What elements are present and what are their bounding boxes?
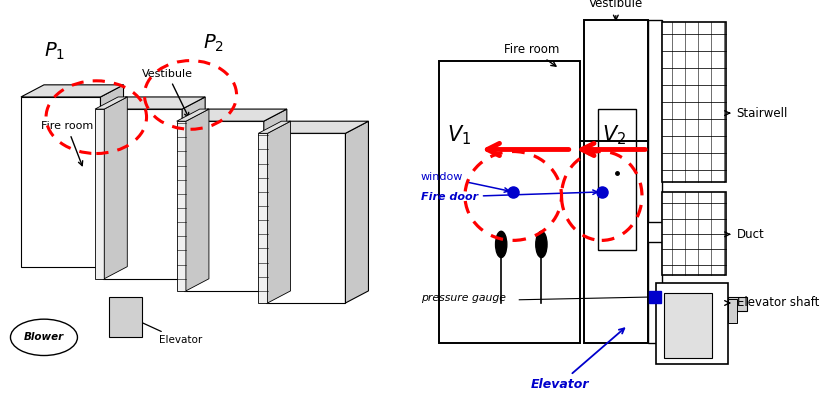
Bar: [656, 283, 728, 364]
Bar: [648, 20, 662, 222]
Polygon shape: [259, 121, 291, 133]
Polygon shape: [259, 133, 268, 303]
Text: $V_1$: $V_1$: [447, 123, 471, 147]
Text: Elevator shaft: Elevator shaft: [725, 297, 819, 309]
Text: $V_2$: $V_2$: [602, 123, 626, 147]
Bar: [584, 20, 648, 343]
Text: Stairwell: Stairwell: [288, 182, 346, 208]
Text: Vestibule: Vestibule: [142, 69, 193, 117]
Bar: [598, 109, 636, 250]
Polygon shape: [21, 85, 123, 97]
Text: window: window: [420, 172, 509, 192]
Bar: [648, 242, 662, 343]
Text: $P_2$: $P_2$: [203, 32, 224, 54]
Text: Vestibule: Vestibule: [589, 0, 643, 20]
Text: Fire room: Fire room: [41, 121, 93, 166]
Text: Elevator shaft: Elevator shaft: [239, 246, 345, 263]
Polygon shape: [109, 297, 142, 337]
Polygon shape: [100, 85, 123, 267]
Polygon shape: [266, 121, 369, 133]
Polygon shape: [184, 121, 264, 291]
Text: Stairwell: Stairwell: [725, 107, 788, 120]
Polygon shape: [346, 121, 369, 303]
Polygon shape: [268, 121, 291, 303]
Polygon shape: [104, 97, 127, 279]
Polygon shape: [95, 97, 127, 109]
Bar: [728, 299, 736, 323]
Text: Elevator: Elevator: [530, 328, 624, 391]
Bar: [664, 293, 713, 358]
Bar: [662, 22, 727, 182]
Polygon shape: [184, 109, 287, 121]
Polygon shape: [103, 109, 182, 279]
Polygon shape: [177, 109, 209, 121]
Polygon shape: [264, 109, 287, 291]
Text: $P_1$: $P_1$: [44, 40, 65, 62]
Text: Fire door: Fire door: [420, 190, 597, 202]
Polygon shape: [95, 109, 104, 279]
Bar: [439, 61, 580, 343]
Text: Duct: Duct: [264, 206, 326, 233]
Text: Blower: Blower: [24, 332, 64, 342]
Ellipse shape: [536, 231, 547, 258]
Polygon shape: [186, 109, 209, 291]
Polygon shape: [266, 133, 346, 303]
Text: Elevator: Elevator: [130, 317, 202, 345]
Polygon shape: [177, 121, 186, 291]
Ellipse shape: [496, 231, 507, 258]
Polygon shape: [21, 97, 100, 267]
Text: Duct: Duct: [725, 228, 764, 241]
Polygon shape: [182, 97, 205, 279]
Text: pressure gauge: pressure gauge: [420, 293, 506, 303]
Bar: [728, 297, 746, 311]
Bar: [662, 192, 727, 275]
Text: Fire room: Fire room: [503, 42, 559, 66]
Polygon shape: [103, 97, 205, 109]
Ellipse shape: [11, 319, 77, 356]
